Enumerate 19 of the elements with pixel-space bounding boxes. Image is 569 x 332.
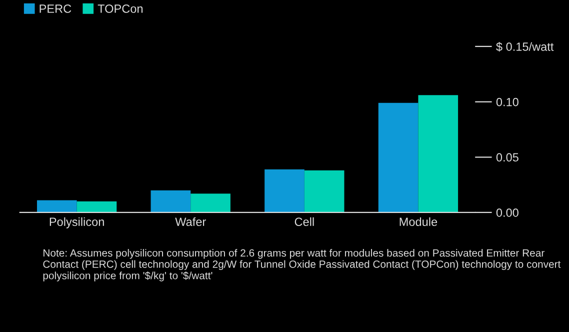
bar <box>76 201 117 212</box>
legend-label: PERC <box>40 4 72 13</box>
bar <box>378 102 418 212</box>
bar <box>36 200 77 212</box>
x-tick-label: Module <box>400 217 438 226</box>
y-tick-label: 0.10 <box>496 98 518 106</box>
bar <box>418 95 458 212</box>
y-tick-label: 0.00 <box>496 208 518 217</box>
bar <box>190 194 230 212</box>
bar <box>150 190 191 212</box>
bar <box>304 170 344 212</box>
text: Note: Assumes polysilicon consumption of 2.6 grams per watt for modules based on Passivated Emitter Rear Contact (PERC) cell technology and 2g/W for Tunnel Oxide Passivated Contact (TOPCon) technology to convert polysilicon price from '$/kg' to '$/watt' <box>43 249 561 282</box>
legend-label: TOPCon <box>98 4 143 13</box>
x-tick-label: Wafer <box>175 217 206 226</box>
x-tick-label: Polysilicon <box>50 217 104 228</box>
x-tick-label: Cell <box>294 217 314 226</box>
y-tick-label: 0.05 <box>496 153 518 162</box>
y-tick-label: $ 0.15/watt <box>496 42 554 52</box>
bar <box>264 169 304 212</box>
